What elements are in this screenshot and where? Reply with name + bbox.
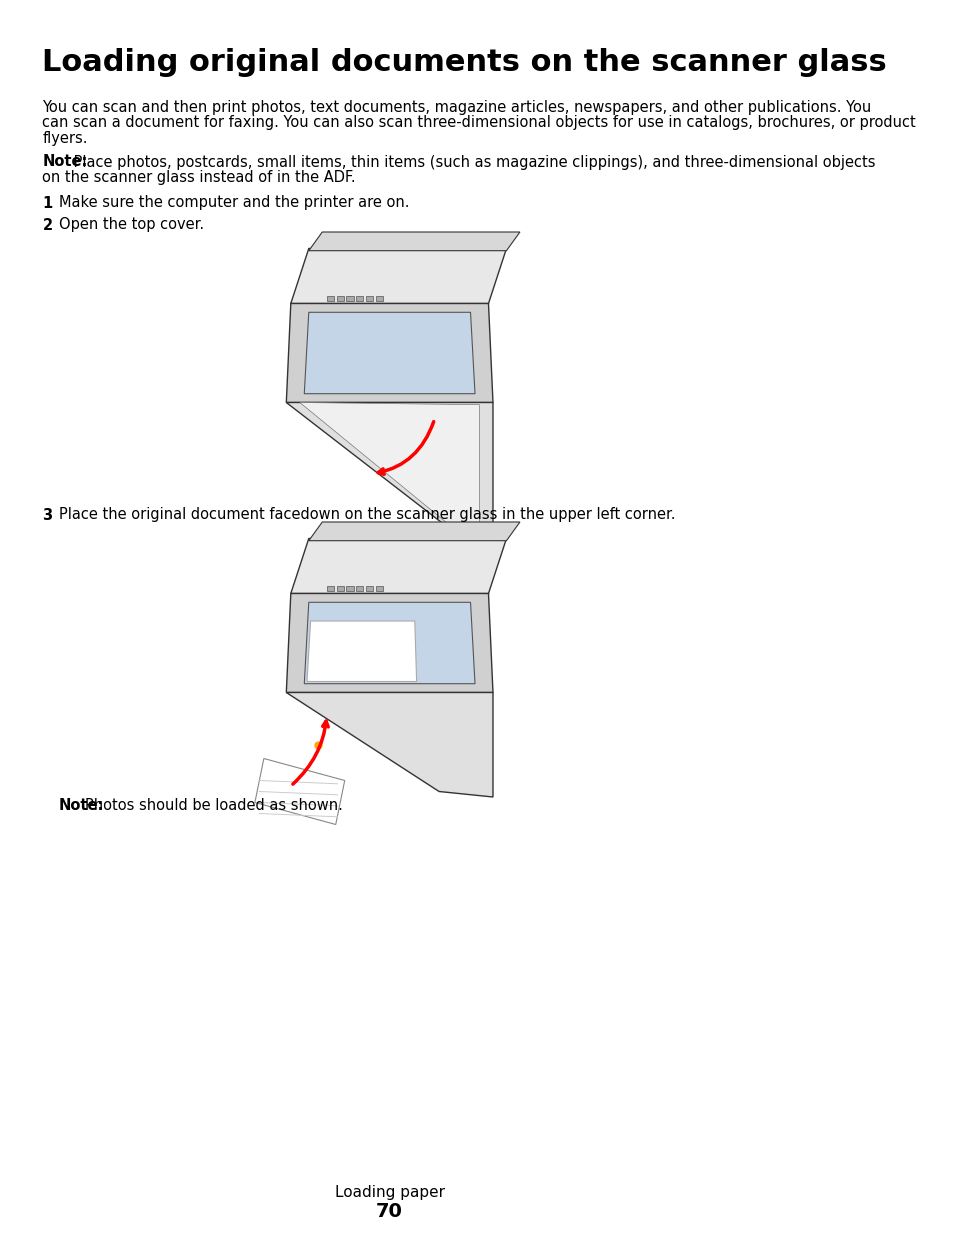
Bar <box>336 296 343 301</box>
Bar <box>355 585 363 592</box>
Polygon shape <box>309 232 519 251</box>
Polygon shape <box>304 603 475 684</box>
Polygon shape <box>286 403 493 540</box>
Text: Loading original documents on the scanner glass: Loading original documents on the scanne… <box>43 48 886 77</box>
Bar <box>327 296 334 301</box>
Polygon shape <box>286 594 493 693</box>
Text: 70: 70 <box>375 1202 403 1221</box>
Text: Place the original document facedown on the scanner glass in the upper left corn: Place the original document facedown on … <box>59 508 675 522</box>
Text: on the scanner glass instead of in the ADF.: on the scanner glass instead of in the A… <box>43 170 355 185</box>
Polygon shape <box>309 522 519 541</box>
Text: can scan a document for faxing. You can also scan three-dimensional objects for : can scan a document for faxing. You can … <box>43 116 915 131</box>
Text: 3: 3 <box>43 508 52 522</box>
Text: Make sure the computer and the printer are on.: Make sure the computer and the printer a… <box>59 195 409 210</box>
Bar <box>336 585 343 592</box>
Bar <box>366 296 373 301</box>
Bar <box>375 296 382 301</box>
Text: Open the top cover.: Open the top cover. <box>59 217 204 232</box>
Text: Place photos, postcards, small items, thin items (such as magazine clippings), a: Place photos, postcards, small items, th… <box>69 154 874 169</box>
Polygon shape <box>286 693 493 797</box>
Text: Note:: Note: <box>59 798 104 813</box>
Polygon shape <box>254 758 344 825</box>
Text: 1: 1 <box>43 195 52 210</box>
Bar <box>346 296 354 301</box>
Text: Note:: Note: <box>43 154 88 169</box>
Bar <box>346 585 354 592</box>
Text: Loading paper: Loading paper <box>335 1186 444 1200</box>
Polygon shape <box>299 403 479 534</box>
Polygon shape <box>291 248 506 304</box>
Text: 2: 2 <box>43 217 52 232</box>
Text: You can scan and then print photos, text documents, magazine articles, newspaper: You can scan and then print photos, text… <box>43 100 871 115</box>
Polygon shape <box>304 312 475 394</box>
Text: flyers.: flyers. <box>43 131 88 146</box>
Polygon shape <box>286 304 493 403</box>
Bar <box>327 585 334 592</box>
Bar <box>355 296 363 301</box>
Polygon shape <box>291 538 506 594</box>
Polygon shape <box>307 621 416 682</box>
Bar <box>366 585 373 592</box>
Text: Photos should be loaded as shown.: Photos should be loaded as shown. <box>85 798 342 813</box>
Bar <box>375 585 382 592</box>
